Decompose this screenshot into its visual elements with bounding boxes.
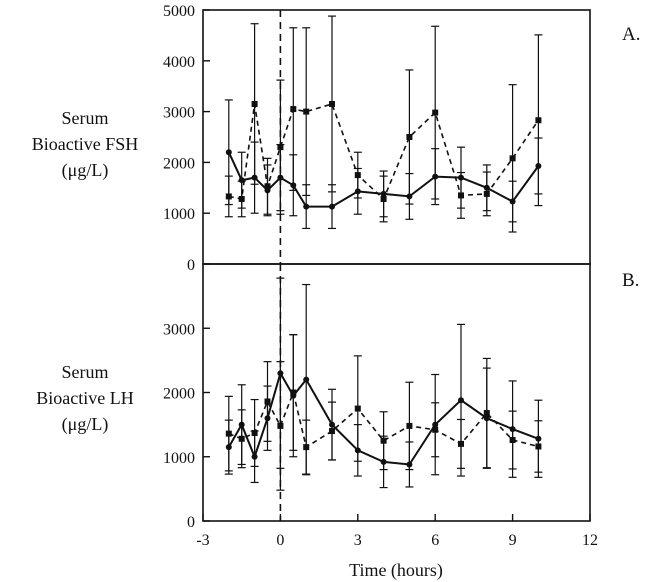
x-axis-title: Time (hours) xyxy=(349,560,443,581)
panel-b-ylabel-line3: (μg/L) xyxy=(62,414,109,435)
panel-a-ylabel-line1: Serum xyxy=(62,108,109,128)
panel-b-solid-point xyxy=(303,376,310,383)
x-tick-label: 6 xyxy=(431,532,439,549)
x-tick-label: 3 xyxy=(354,532,362,549)
panel-b-dashed-point xyxy=(509,437,516,444)
x-tick-label: 9 xyxy=(509,532,517,549)
panel-b-dashed-point xyxy=(251,429,258,436)
panel-a-dashed-point xyxy=(303,108,310,115)
panel-a-dashed-point xyxy=(458,192,464,199)
panel-b-dashed-point xyxy=(238,435,245,442)
panel-a-dashed-point xyxy=(406,134,413,140)
panel-b-dashed-point xyxy=(290,389,297,396)
panel-b-ytick-label: 3000 xyxy=(163,321,195,338)
panel-a-dashed-point xyxy=(509,155,516,162)
panel-a-dashed-point xyxy=(483,190,490,197)
panel-a-ytick-label: 1000 xyxy=(163,206,195,223)
panel-b-ytick-label: 2000 xyxy=(163,386,195,403)
x-tick-label: -3 xyxy=(196,532,209,549)
panel-b-dashed-point xyxy=(406,422,413,429)
panel-b-dashed-point xyxy=(458,440,464,447)
panel-a-frame xyxy=(202,9,591,265)
panel-b-ylabel-line1: Serum xyxy=(62,362,109,382)
panel-b-solid-series-line xyxy=(227,370,539,466)
panel-a-dashed-point xyxy=(225,193,232,200)
panel-b-ytick-label: 0 xyxy=(187,514,195,531)
panel-b-dashed-point xyxy=(303,444,310,451)
panel-b-dashed-point xyxy=(432,426,439,433)
marks-layer xyxy=(224,15,543,491)
panel-a-solid-series-line xyxy=(227,151,540,208)
panel-a-solid-point xyxy=(329,203,335,210)
panel-a-dashed-point xyxy=(264,183,271,190)
panel-b-solid-point xyxy=(458,397,464,404)
panel-b-dashed-point xyxy=(277,422,284,429)
panel-a-dashed-point xyxy=(238,195,245,202)
panel-a-dashed-point xyxy=(432,109,439,116)
panel-a-ytick-label: 5000 xyxy=(163,3,195,20)
panel-a-dashed-point xyxy=(380,195,387,202)
panel-a-dashed-point xyxy=(354,172,361,179)
panel-b-ytick-label: 1000 xyxy=(163,450,195,467)
panel-b-dashed-point xyxy=(225,430,232,437)
panel-a-ytick-label: 4000 xyxy=(163,54,195,71)
panel-b-dashed-point xyxy=(380,437,387,444)
panel-b-dashed-point xyxy=(329,428,335,435)
x-tick-label: 12 xyxy=(582,532,598,549)
panel-a-ytick-label: 2000 xyxy=(163,155,195,172)
panel-a-ylabel-line2: Bioactive FSH xyxy=(32,134,139,154)
panel-b-dashed-point xyxy=(264,398,271,405)
panel-a-ytick-label: 0 xyxy=(187,257,195,274)
panel-b-dashed-point xyxy=(535,443,542,450)
panel-a-dashed-point xyxy=(251,100,258,107)
panel-a-solid-point xyxy=(225,149,232,156)
panel-a-solid-point xyxy=(303,203,310,210)
panel-a-dashed-point xyxy=(277,144,284,151)
panel-a-ytick-label: 3000 xyxy=(163,105,195,122)
panel-b-ylabel-line2: Bioactive LH xyxy=(36,388,133,408)
panel-a-dashed-series-line xyxy=(228,103,540,201)
panel-b-dashed-point xyxy=(354,405,361,412)
panel-b-label: B. xyxy=(622,270,639,291)
panel-a-label: A. xyxy=(622,24,640,45)
panel-a-ylabel-line3: (μg/L) xyxy=(62,160,109,181)
panel-b-dashed-series-line xyxy=(228,389,539,449)
panel-b-dashed-point xyxy=(483,410,490,417)
panel-b-frame xyxy=(202,263,591,522)
panel-a-dashed-point xyxy=(535,117,542,124)
panel-a-dashed-point xyxy=(290,106,297,113)
x-tick-label: 0 xyxy=(276,532,284,549)
panel-a-dashed-point xyxy=(329,100,335,107)
